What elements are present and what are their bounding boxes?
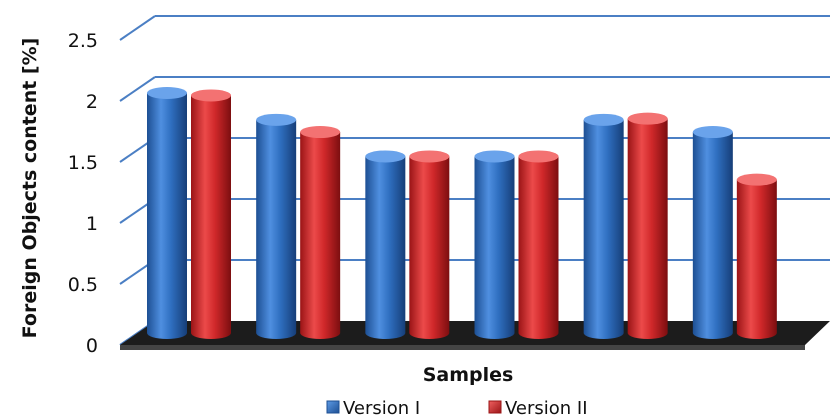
legend-swatch-version-2 [488, 400, 502, 414]
gridline-side-4 [119, 76, 156, 102]
bar-body [300, 132, 341, 339]
bar-top [300, 126, 341, 139]
bar-top [409, 150, 450, 163]
floor-front [120, 345, 805, 350]
y-tick-label: 0.5 [68, 274, 98, 296]
legend-item-version-2: Version II [488, 398, 588, 419]
bar-body [518, 156, 559, 339]
bar-body [583, 119, 624, 339]
bar-top [692, 126, 733, 139]
bar-version-2-1 [191, 89, 231, 339]
bar-top [474, 150, 515, 163]
legend-item-version-1: Version I [326, 398, 420, 419]
bar-body [365, 156, 406, 339]
bar-version-2-3 [409, 150, 450, 339]
bar-version-1-4 [474, 150, 515, 339]
y-tick-label: 1.5 [68, 152, 98, 174]
bar-body [256, 119, 297, 339]
bar-body [474, 156, 515, 339]
bar-version-1-5 [583, 113, 624, 339]
bar-top [191, 89, 231, 102]
y-tick-label: 2.5 [68, 30, 98, 52]
bar-version-2-6 [736, 173, 777, 339]
bar-top [627, 112, 668, 125]
bar-top [365, 150, 406, 163]
bar-version-2-5 [627, 112, 668, 340]
y-axis-ticks: 0 0.5 1 1.5 2 2.5 [68, 30, 98, 357]
bar-body [736, 179, 777, 339]
bar-top [147, 87, 187, 99]
bar-top [518, 150, 559, 163]
bars [147, 87, 777, 340]
bar-version-1-1 [147, 87, 187, 339]
y-tick-label: 1 [86, 213, 98, 235]
bar-body [627, 118, 668, 340]
legend-swatch-version-1 [326, 400, 340, 414]
gridline-side-5 [119, 15, 156, 41]
y-tick-label: 2 [86, 91, 98, 113]
legend: Version I Version II [326, 398, 588, 419]
legend-label-version-2: Version II [505, 398, 588, 419]
y-axis-title: Foreign Objects content [%] [19, 38, 41, 339]
bar-body [692, 132, 733, 339]
bar-body [147, 93, 187, 339]
legend-label-version-1: Version I [343, 398, 420, 419]
bar-version-1-6 [692, 126, 733, 339]
bar-version-2-4 [518, 150, 559, 339]
y-tick-label: 0 [86, 335, 98, 357]
bar-body [191, 95, 231, 339]
bar-top [583, 113, 624, 126]
bar-version-2-2 [300, 126, 341, 339]
bar-top [256, 113, 297, 126]
bar-version-1-2 [256, 113, 297, 339]
bar-version-1-3 [365, 150, 406, 339]
x-axis-title: Samples [423, 364, 514, 386]
bar-top [736, 173, 777, 186]
bar-body [409, 156, 450, 339]
